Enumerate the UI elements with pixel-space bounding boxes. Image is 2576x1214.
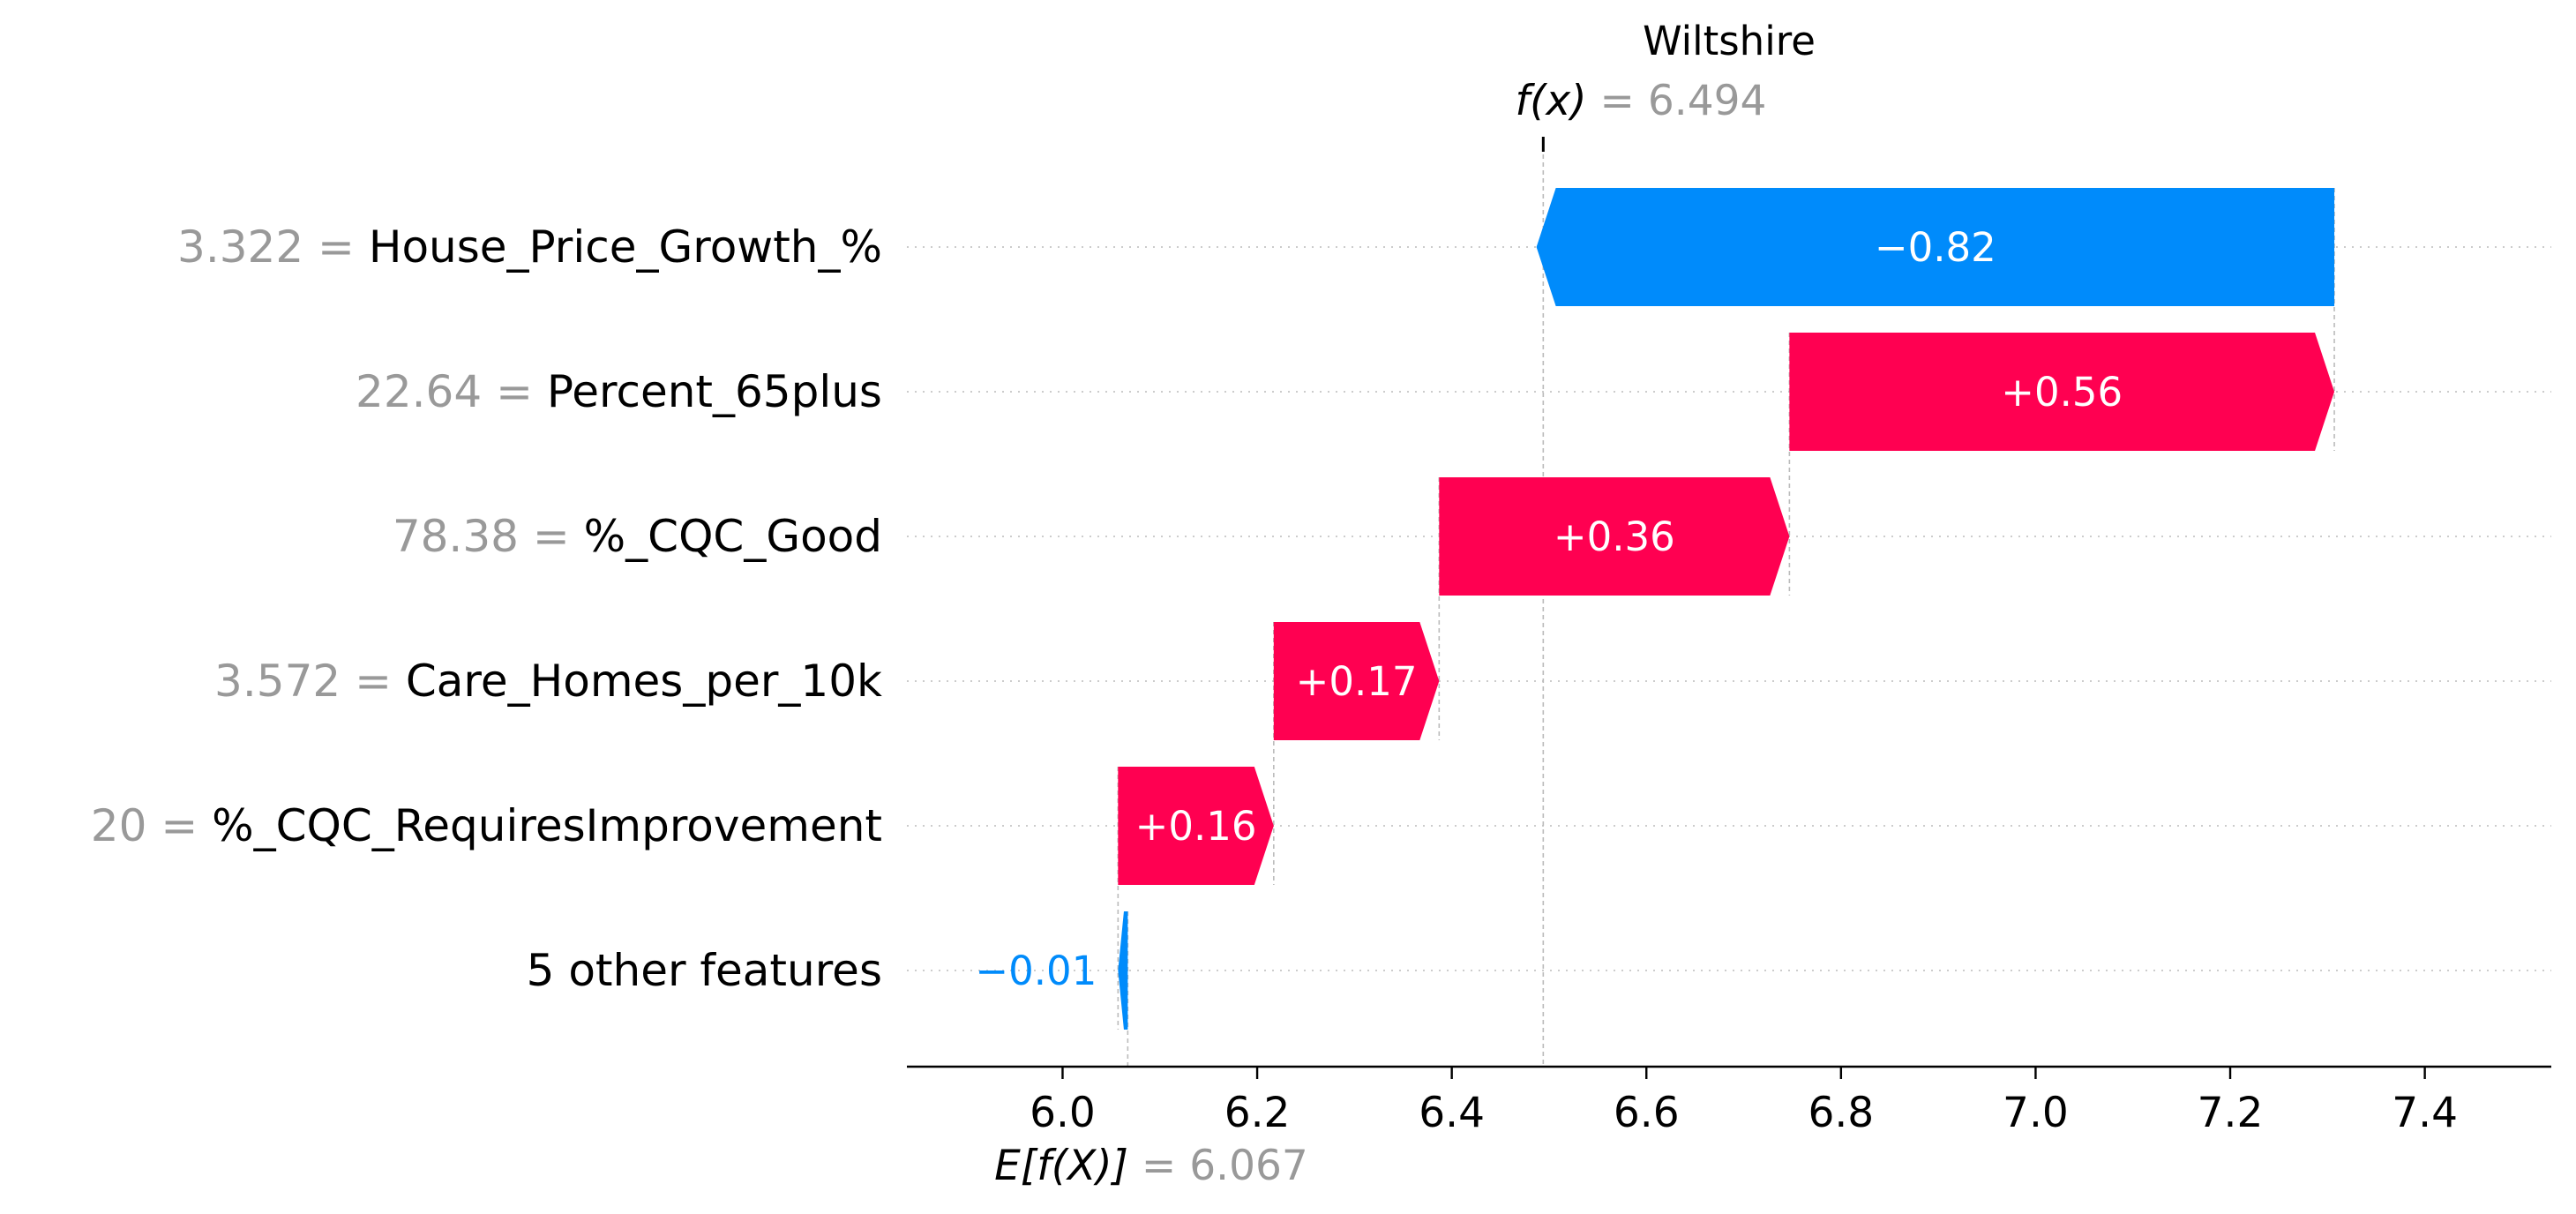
fx-equals: = [1600,77,1648,125]
feature-value: 20 = [91,800,212,851]
x-axis: 6.0 6.2 6.4 6.6 6.8 7.0 7.2 7.4 [907,1065,2551,1137]
negative-bar [1536,188,2335,306]
feature-name: House_Price_Growth_% [369,221,882,273]
positive-bar [1118,767,1274,885]
feature-value: 22.64 = [356,366,547,417]
x-tick-label: 6.8 [1808,1089,1874,1137]
x-tick-label: 7.2 [2198,1089,2264,1137]
fx-annotation: f(x) = 6.494 [1516,77,1767,125]
bar-value-label: +0.17 [1296,658,1418,705]
feature-name: Care_Homes_per_10k [406,656,882,707]
bar-value-label: +0.16 [1135,803,1257,850]
contribution-bars [1118,188,2335,1030]
feature-name: Percent_65plus [547,366,882,417]
positive-bar [1273,622,1440,740]
positive-bar [1789,333,2335,451]
ex-label: E[f(X)] [994,1142,1128,1190]
x-tick-label: 7.0 [2003,1089,2069,1137]
feature-label: 78.38 = %_CQC_Good [393,511,882,562]
ex-equals: = [1142,1142,1189,1190]
x-tick-label: 6.6 [1614,1089,1680,1137]
x-tick-label: 6.4 [1419,1089,1485,1137]
feature-label: 22.64 = Percent_65plus [356,366,882,417]
feature-name: %_CQC_RequiresImprovement [212,800,882,851]
fx-label: f(x) [1516,77,1587,125]
feature-labels: −0.82 3.322 = House_Price_Growth_% +0.56 22… [91,221,2123,996]
feature-name: %_CQC_Good [584,511,882,562]
feature-label: 3.572 = Care_Homes_per_10k [214,656,882,707]
bar-value-label: +0.56 [2001,369,2123,416]
x-tick-label: 7.4 [2392,1089,2458,1137]
feature-label: 20 = %_CQC_RequiresImprovement [91,800,882,851]
x-tick-label: 6.2 [1224,1089,1291,1137]
ex-annotation: E[f(X)] = 6.067 [994,1142,1308,1190]
bar-value-label: −0.01 [975,948,1097,994]
bar-value-label: −0.82 [1875,224,1996,271]
bar-value-label: +0.36 [1554,513,1675,560]
feature-name: 5 other features [527,945,882,996]
chart-title: Wiltshire [1643,18,1816,64]
feature-label: 3.322 = House_Price_Growth_% [177,221,882,273]
x-axis-ticks: 6.0 6.2 6.4 6.6 6.8 7.0 7.2 7.4 [1030,1067,2458,1137]
feature-label: 5 other features [527,945,882,996]
feature-value: 3.322 = [177,221,369,273]
feature-value: 3.572 = [214,656,406,707]
x-tick-label: 6.0 [1030,1089,1096,1137]
positive-bar [1439,477,1790,596]
negative-bar [1118,911,1128,1030]
feature-value: 78.38 = [393,511,584,562]
fx-value: 6.494 [1648,77,1767,125]
ex-value: 6.067 [1189,1142,1308,1190]
